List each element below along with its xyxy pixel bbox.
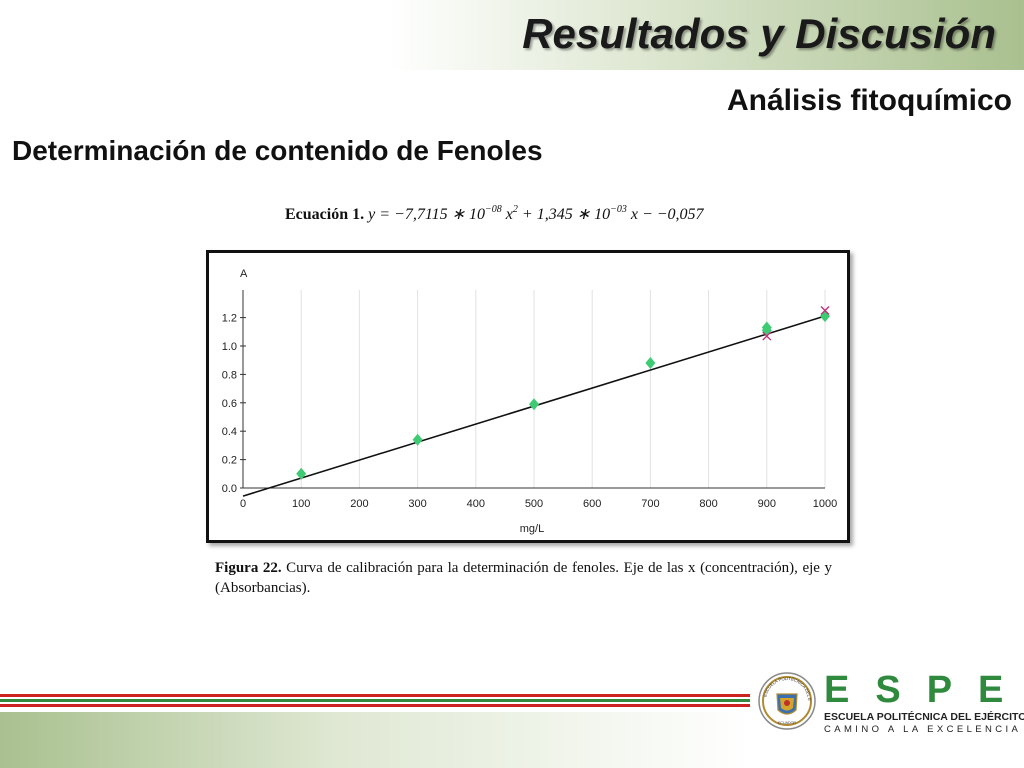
x-axis-label: mg/L	[520, 523, 544, 535]
x-tick-label: 100	[292, 498, 310, 510]
y-tick-label: 1.2	[222, 313, 237, 325]
slide-title: Resultados y Discusión	[522, 10, 996, 57]
data-point-cross	[762, 331, 772, 341]
x-tick-label: 600	[583, 498, 601, 510]
x-tick-label: 1000	[813, 498, 837, 510]
institution-name: ESCUELA POLITÉCNICA DEL EJÉRCITO	[824, 711, 1024, 723]
section-heading: Determinación de contenido de Fenoles	[12, 135, 543, 166]
caption-label: Figura 22.	[215, 560, 282, 576]
equation: Ecuación 1. y = −7,7115 ∗ 10−08 x2 + 1,3…	[285, 204, 704, 224]
y-axis-label: A	[240, 268, 248, 280]
data-point	[296, 467, 307, 480]
x-tick-label: 700	[641, 498, 659, 510]
y-tick-label: 0.0	[222, 483, 237, 495]
equation-part-2: x	[501, 206, 513, 223]
x-tick-label: 400	[467, 498, 485, 510]
x-tick-label: 800	[699, 498, 717, 510]
equation-exponent-1: −08	[485, 204, 502, 215]
equation-label: Ecuación 1.	[285, 206, 365, 223]
institution-motto: CAMINO A LA EXCELENCIA	[824, 724, 1022, 735]
footer-stripes	[0, 694, 750, 708]
data-point	[820, 310, 830, 323]
espe-logo-letters: ESPE	[824, 669, 1024, 711]
chart-svg: 0 100 200 300 400 500 600 700 800 900 1000 0.0 0.2 0.…	[222, 268, 838, 535]
x-tick-label: 900	[758, 498, 776, 510]
data-point-cross	[820, 306, 830, 315]
calibration-chart: 0 100 200 300 400 500 600 700 800 900 1000 0.0 0.2 0.…	[206, 250, 850, 543]
header-band	[0, 0, 1024, 70]
x-tick-label: 300	[408, 498, 426, 510]
data-point	[645, 357, 656, 370]
equation-part-1: y = −7,7115 ∗ 10	[368, 206, 486, 223]
data-point	[529, 398, 539, 411]
y-tick-label: 1.0	[222, 341, 237, 353]
caption-text: Curva de calibración para la determinaci…	[215, 560, 832, 596]
data-point	[412, 433, 423, 446]
figure-caption: Figura 22. Curva de calibración para la …	[215, 558, 832, 598]
espe-seal-logo: ESCUELA POLITÉCNICA DEL EJÉRCITO ECUADOR	[758, 672, 816, 730]
x-tick-label: 0	[240, 498, 246, 510]
seal-country: ECUADOR	[778, 721, 796, 725]
data-point	[761, 321, 772, 334]
y-tick-label: 0.8	[222, 369, 237, 381]
equation-exponent-3: −03	[610, 204, 627, 215]
y-tick-label: 0.6	[222, 398, 237, 410]
equation-part-4: x − −0,057	[626, 206, 704, 223]
slide-subtitle: Análisis fitoquímico	[726, 84, 1012, 117]
equation-part-3: + 1,345 ∗ 10	[517, 206, 611, 223]
y-tick-label: 0.4	[222, 426, 237, 438]
x-tick-label: 500	[525, 498, 543, 510]
equation-exponent-2: 2	[512, 204, 518, 215]
footer-band	[0, 712, 750, 768]
y-tick-label: 0.2	[222, 455, 237, 467]
x-tick-label: 200	[350, 498, 368, 510]
